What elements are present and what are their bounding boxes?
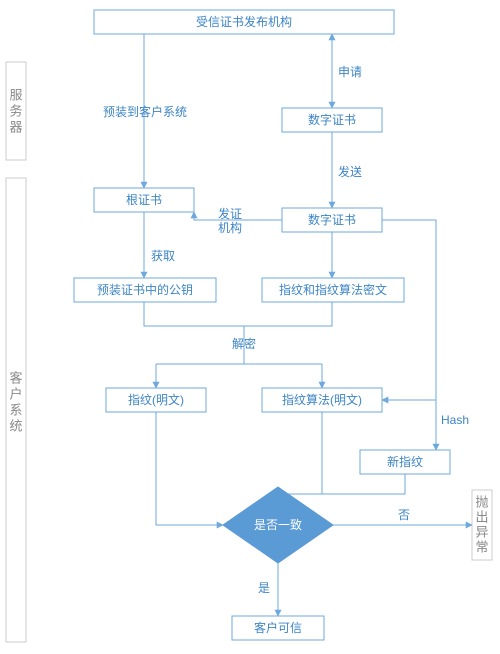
label-issuer-1: 发证 [218, 206, 242, 221]
side-label-throw: 抛 出 异 常 [472, 490, 492, 560]
node-cert1: 数字证书 [282, 108, 382, 132]
label-decrypt: 解密 [232, 336, 256, 351]
side-server-c2: 器 [9, 120, 22, 135]
side-label-client: 客 户 系 统 [6, 178, 26, 642]
node-newfinger: 新指纹 [360, 450, 450, 474]
side-server-c1: 务 [9, 104, 22, 119]
edge-finger-to-diamond [156, 412, 223, 525]
label-send: 发送 [338, 164, 362, 179]
label-issuer-2: 机构 [218, 220, 242, 235]
edge-cert2-to-algo-right [382, 220, 436, 400]
side-client-c1: 户 [9, 387, 22, 402]
side-throw-c0: 抛 [475, 495, 488, 510]
node-diamond-label: 是否一致 [254, 518, 302, 532]
edge-newfinger-to-diamond [278, 474, 405, 494]
node-cipher-label: 指纹和指纹算法密文 [279, 282, 387, 297]
node-cert1-label: 数字证书 [308, 112, 356, 127]
label-ca-to-root: 预装到客户系统 [103, 104, 187, 119]
flowchart-canvas: 服 务 器 客 户 系 统 抛 出 异 常 预装到客户系统 申请 发送 发证 机… [0, 0, 500, 654]
side-client-c2: 系 [9, 403, 22, 418]
label-yes: 是 [258, 581, 270, 595]
node-finger: 指纹(明文) [106, 388, 206, 412]
node-algo-label: 指纹算法(明文) [282, 392, 362, 407]
label-hash: Hash [441, 413, 469, 427]
node-cert2: 数字证书 [282, 208, 382, 232]
side-client-c0: 客 [9, 371, 22, 386]
side-label-server: 服 务 器 [6, 62, 26, 160]
side-throw-c2: 异 [475, 525, 488, 540]
node-trusted: 客户可信 [232, 616, 324, 640]
node-newfinger-label: 新指纹 [387, 454, 423, 469]
node-finger-label: 指纹(明文) [128, 392, 184, 407]
edge-join-decrypt-top [144, 302, 332, 326]
label-apply: 申请 [338, 65, 362, 79]
label-acquire: 获取 [151, 249, 175, 263]
node-cert2-label: 数字证书 [308, 212, 356, 227]
node-ca-label: 受信证书发布机构 [196, 14, 292, 29]
node-root: 根证书 [94, 188, 194, 212]
node-trusted-label: 客户可信 [254, 620, 302, 635]
side-throw-c3: 常 [475, 540, 488, 555]
node-algo: 指纹算法(明文) [262, 388, 382, 412]
node-ca: 受信证书发布机构 [94, 10, 394, 34]
node-pubkey: 预装证书中的公钥 [74, 278, 216, 302]
node-pubkey-label: 预装证书中的公钥 [97, 282, 193, 297]
node-diamond: 是否一致 [223, 487, 333, 563]
node-cipher: 指纹和指纹算法密文 [262, 278, 404, 302]
side-throw-c1: 出 [475, 510, 488, 525]
side-server-c0: 服 [9, 88, 22, 103]
side-client-c3: 统 [9, 419, 22, 434]
label-no: 否 [398, 508, 410, 522]
node-root-label: 根证书 [126, 193, 162, 207]
